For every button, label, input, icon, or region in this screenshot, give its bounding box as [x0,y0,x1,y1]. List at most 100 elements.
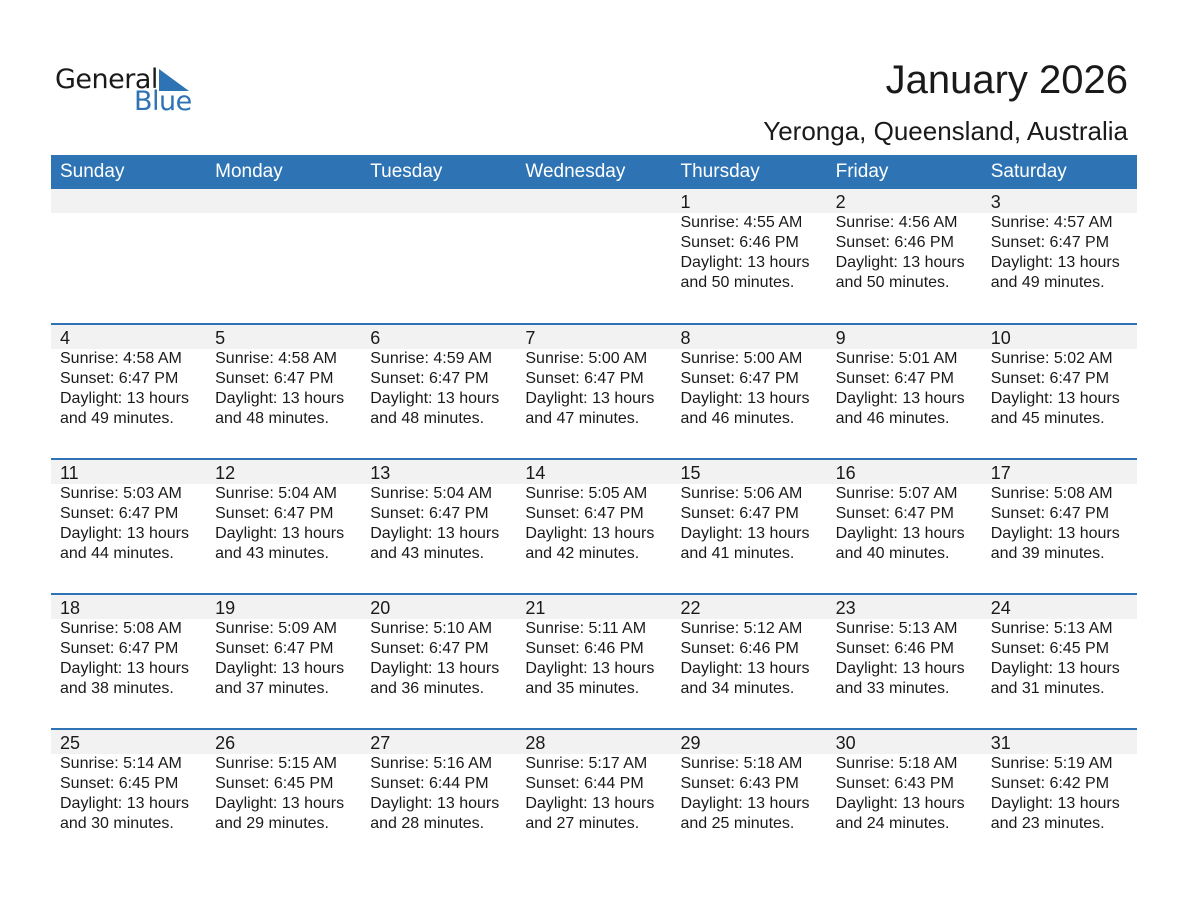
weekday-sunday: Sunday [60,161,125,182]
daylight-text: Daylight: 13 hours [835,525,965,542]
week-row: 11 Sunrise: 5:03 AM Sunset: 6:47 PM Dayligh… [51,458,1137,593]
daylight-minutes-text: and 44 minutes. [60,545,174,562]
day-number: 24 [990,598,1011,618]
day-number: 29 [680,733,701,753]
daylight-text: Daylight: 13 hours [215,660,345,677]
day-number: 22 [680,598,701,618]
sunset-text: Sunset: 6:47 PM [835,505,954,522]
week-row: 18 Sunrise: 5:08 AM Sunset: 6:47 PM Dayligh… [51,593,1137,728]
daylight-text: Daylight: 13 hours [215,795,345,812]
day-number: 10 [990,328,1011,348]
sunset-text: Sunset: 6:47 PM [215,640,334,657]
day-number: 1 [680,192,691,212]
day-cell: 31 Sunrise: 5:19 AM Sunset: 6:42 PM Dayligh… [982,730,1137,834]
day-cell: 5 Sunrise: 4:58 AM Sunset: 6:47 PM Daylight… [206,325,361,429]
sunset-text: Sunset: 6:45 PM [60,775,179,792]
sunrise-text: Sunrise: 5:17 AM [525,755,648,772]
day-number: 6 [370,328,381,348]
sunrise-text: Sunrise: 5:13 AM [990,620,1113,637]
date-band [51,460,1137,484]
logo-triangle-icon [159,69,189,91]
daylight-minutes-text: and 49 minutes. [990,274,1105,291]
day-cell: 10 Sunrise: 5:02 AM Sunset: 6:47 PM Dayligh… [982,325,1137,429]
day-cell: 24 Sunrise: 5:13 AM Sunset: 6:45 PM Dayligh… [982,595,1137,699]
sunset-text: Sunset: 6:47 PM [680,505,799,522]
day-number: 21 [525,598,546,618]
sunset-text: Sunset: 6:47 PM [370,505,489,522]
sunrise-text: Sunrise: 5:06 AM [680,485,803,502]
sunset-text: Sunset: 6:44 PM [370,775,489,792]
sunrise-text: Sunrise: 5:02 AM [990,350,1113,367]
sunset-text: Sunset: 6:46 PM [680,234,799,251]
day-number: 27 [370,733,391,753]
sunrise-text: Sunrise: 4:59 AM [370,350,493,367]
sunrise-text: Sunrise: 5:18 AM [680,755,803,772]
daylight-minutes-text: and 34 minutes. [680,680,795,697]
sunrise-text: Sunrise: 5:18 AM [835,755,958,772]
daylight-minutes-text: and 25 minutes. [680,815,795,832]
day-cell: 7 Sunrise: 5:00 AM Sunset: 6:47 PM Daylight… [516,325,671,429]
day-cell: 8 Sunrise: 5:00 AM Sunset: 6:47 PM Daylight… [672,325,827,429]
daylight-text: Daylight: 13 hours [370,660,500,677]
day-number: 7 [525,328,536,348]
daylight-minutes-text: and 50 minutes. [680,274,795,291]
sunrise-text: Sunrise: 5:07 AM [835,485,958,502]
sunset-text: Sunset: 6:47 PM [990,505,1110,522]
daylight-minutes-text: and 29 minutes. [215,815,329,832]
day-cell: 26 Sunrise: 5:15 AM Sunset: 6:45 PM Dayligh… [206,730,361,834]
daylight-text: Daylight: 13 hours [60,660,189,677]
sunrise-text: Sunrise: 5:08 AM [990,485,1113,502]
daylight-text: Daylight: 13 hours [835,254,965,271]
logo-text-general: General [55,64,158,95]
sunset-text: Sunset: 6:47 PM [990,370,1110,387]
day-number: 17 [990,463,1011,483]
day-cell: 9 Sunrise: 5:01 AM Sunset: 6:47 PM Daylight… [827,325,982,429]
daylight-text: Daylight: 13 hours [990,390,1120,407]
day-cell: 21 Sunrise: 5:11 AM Sunset: 6:46 PM Dayligh… [516,595,671,699]
daylight-text: Daylight: 13 hours [370,795,500,812]
daylight-minutes-text: and 43 minutes. [215,545,329,562]
day-number: 9 [835,328,846,348]
day-number: 18 [60,598,81,618]
daylight-text: Daylight: 13 hours [525,660,655,677]
weekday-saturday: Saturday [990,161,1067,182]
sunrise-text: Sunrise: 5:04 AM [370,485,493,502]
sunset-text: Sunset: 6:47 PM [525,370,644,387]
sunset-text: Sunset: 6:47 PM [370,640,489,657]
day-number: 31 [990,733,1011,753]
daylight-minutes-text: and 46 minutes. [680,410,795,427]
sunset-text: Sunset: 6:46 PM [525,640,644,657]
day-cell: 11 Sunrise: 5:03 AM Sunset: 6:47 PM Dayligh… [51,460,206,564]
daylight-text: Daylight: 13 hours [370,525,500,542]
weekday-wednesday: Wednesday [525,161,626,182]
daylight-text: Daylight: 13 hours [60,525,189,542]
sunset-text: Sunset: 6:47 PM [835,370,954,387]
sunset-text: Sunset: 6:47 PM [60,505,179,522]
weekday-monday: Monday [215,161,283,182]
date-band [51,189,1137,213]
daylight-text: Daylight: 13 hours [60,390,189,407]
calendar-grid: Sunday Monday Tuesday Wednesday Thursday Frid… [51,155,1137,863]
sunrise-text: Sunrise: 5:12 AM [680,620,803,637]
daylight-minutes-text: and 36 minutes. [370,680,485,697]
date-band [51,325,1137,349]
daylight-minutes-text: and 46 minutes. [835,410,950,427]
sunset-text: Sunset: 6:47 PM [60,640,179,657]
day-number: 19 [215,598,236,618]
sunrise-text: Sunrise: 5:09 AM [215,620,337,637]
sunrise-text: Sunrise: 5:04 AM [215,485,337,502]
day-cell: 29 Sunrise: 5:18 AM Sunset: 6:43 PM Dayligh… [672,730,827,834]
daylight-text: Daylight: 13 hours [370,390,500,407]
day-cell: 28 Sunrise: 5:17 AM Sunset: 6:44 PM Dayligh… [516,730,671,834]
daylight-text: Daylight: 13 hours [835,390,965,407]
sunrise-text: Sunrise: 5:15 AM [215,755,337,772]
day-cell: 6 Sunrise: 4:59 AM Sunset: 6:47 PM Daylight… [361,325,516,429]
sunrise-text: Sunrise: 5:03 AM [60,485,182,502]
sunset-text: Sunset: 6:42 PM [990,775,1110,792]
sunrise-text: Sunrise: 4:58 AM [60,350,182,367]
day-cell: 12 Sunrise: 5:04 AM Sunset: 6:47 PM Dayligh… [206,460,361,564]
day-cell: 27 Sunrise: 5:16 AM Sunset: 6:44 PM Dayligh… [361,730,516,834]
weekday-tuesday: Tuesday [370,161,443,182]
sunrise-text: Sunrise: 5:11 AM [525,620,647,637]
